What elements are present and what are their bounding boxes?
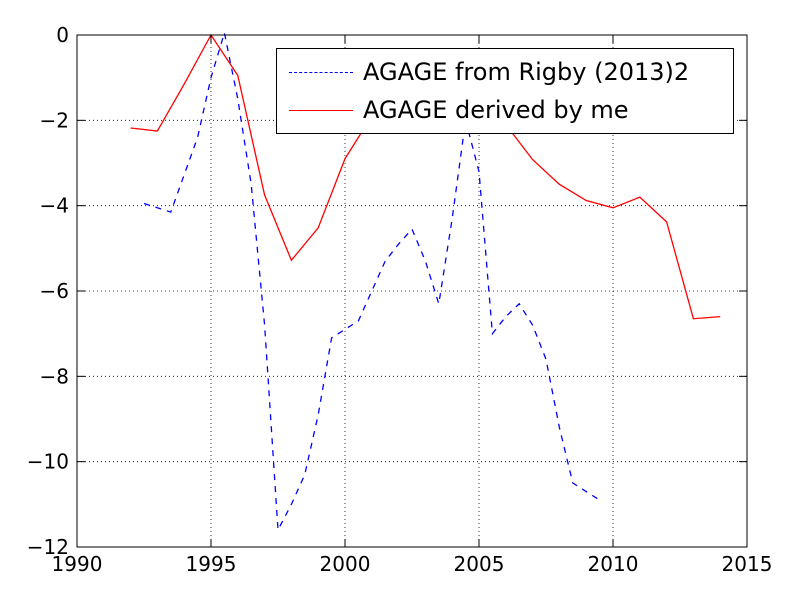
series-0-point [411,228,414,231]
x-tick-label: 1995 [186,552,237,576]
series-1-point [558,183,561,186]
series-1-point [129,127,132,130]
series-0-point [196,136,199,139]
series-0-point [397,243,400,246]
series-0-point [491,332,494,335]
series-0-point [250,183,253,186]
series-0-point [223,31,226,34]
series-1-point [638,196,641,199]
series-0-point [504,315,507,318]
series-0-point [317,413,320,416]
series-0-point [518,302,521,305]
series-1-point [612,206,615,209]
legend-label-rigby: AGAGE from Rigby (2013)2 [363,58,690,86]
series-0-point [277,528,280,531]
series-0-point [571,482,574,485]
series-0-point [370,290,373,293]
y-tick-label: −10 [27,450,69,474]
y-tick-label: −2 [40,108,69,132]
x-tick-label: 2005 [454,552,505,576]
series-0-point [598,499,601,502]
series-0-point [437,302,440,305]
legend-line-derived [289,110,353,111]
y-tick-label: −4 [40,194,69,218]
series-0-point [545,358,548,361]
legend-label-derived: AGAGE derived by me [363,96,629,124]
series-0-point [531,324,534,327]
series-1-point [719,315,722,318]
x-tick-label: 1990 [52,552,103,576]
series-0-point [344,328,347,331]
series-0-point [585,490,588,493]
series-0-point [558,426,561,429]
series-1-point [344,157,347,160]
legend: AGAGE from Rigby (2013)2 AGAGE derived b… [276,48,734,134]
series-0-point [330,336,333,339]
series-0-point [143,202,146,205]
series-1-point [183,83,186,86]
tick-layer [76,34,748,548]
series-1-point [236,74,239,77]
series-0-point [236,98,239,101]
series-1-point [263,194,266,197]
series-1-point [531,158,534,161]
legend-entry-derived: AGAGE derived by me [277,93,733,129]
series-0-point [384,260,387,263]
series-1-point [156,130,159,133]
series-0-point [303,473,306,476]
x-tick-label: 2000 [320,552,371,576]
series-0-point [478,170,481,173]
y-tick-label: 0 [56,23,69,47]
series-0-point [357,319,360,322]
series-0-point [263,324,266,327]
x-tick-label: 2010 [588,552,639,576]
series-0-point [290,503,293,506]
series-1-point [692,317,695,320]
x-tick-label: 2015 [722,552,773,576]
series-1-point [290,259,293,262]
series-0-point [424,260,427,263]
series-0-point [210,76,213,79]
series-0-point [169,211,172,214]
y-tick-label: −8 [40,364,69,388]
series-1-point [665,220,668,223]
y-tick-label: −6 [40,279,69,303]
grid-layer [77,35,747,547]
series-0-point [451,217,454,220]
series-1-point [317,226,320,229]
legend-line-rigby [289,72,353,73]
y-tick-label: −12 [27,535,69,559]
tick-label-layer: 1990 1995 2000 2005 2010 2015 0 −2 −4 −6 −8 −10 −12 [27,23,773,576]
legend-entry-rigby: AGAGE from Rigby (2013)2 [277,55,733,91]
series-1-point [585,199,588,202]
